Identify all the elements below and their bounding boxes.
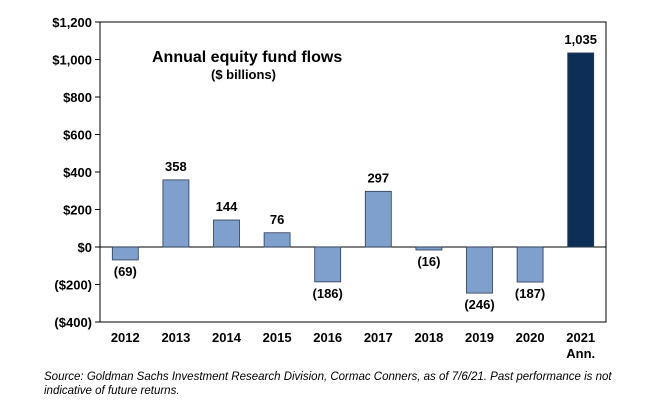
y-tick-label: $800 [63,90,92,105]
x-tick-label: 2018 [414,330,443,345]
x-tick-label: 2012 [111,330,140,345]
x-tick-label: 2015 [263,330,292,345]
data-label-2013: 358 [165,159,187,174]
y-tick-label: $1,200 [52,15,92,30]
data-label-2016: (186) [313,286,343,301]
data-label-2017: 297 [367,170,389,185]
y-tick-label: $400 [63,165,92,180]
bar-2018 [415,246,443,251]
bar-2020 [516,246,544,283]
bar-2016 [314,246,342,283]
bar-2012 [111,246,139,261]
bar-2013 [162,179,190,248]
data-label-2020: (187) [515,286,545,301]
bar-2019 [466,246,493,294]
bar-2017 [364,190,392,248]
x-tick-label: 2016 [313,330,342,345]
source-note: Source: Goldman Sachs Investment Researc… [44,371,612,397]
y-tick-label: ($400) [54,315,92,330]
x-tick-label: 2013 [161,330,190,345]
data-label-2014: 144 [216,199,238,214]
y-axis-ticks: $1,200 $1,000 $800 $600 $400 $200 $0 ($200) ($40… [52,15,100,330]
bar-2021 [567,52,595,248]
y-tick-label: $200 [63,203,92,218]
y-tick-label: $600 [63,128,92,143]
chart-subtitle: ($ billions) [211,67,276,82]
x-axis-ticks: 2012 2013 2014 2015 2016 2017 2018 2019 2020 2021… [111,330,595,361]
x-tick-sublabel: Ann. [566,346,595,361]
x-tick-label: 2021 [566,330,595,345]
y-tick-label: ($200) [54,278,92,293]
data-label-2012: (69) [114,264,137,279]
y-tick-label: $1,000 [52,53,92,68]
x-tick-label: 2020 [516,330,545,345]
bars-group [111,52,595,294]
data-label-2015: 76 [270,212,284,227]
bar-2015 [263,232,291,248]
data-label-2018: (16) [417,254,440,269]
data-label-2019: (246) [464,297,494,312]
chart-title: Annual equity fund flows [152,49,342,66]
bar-2014 [213,219,240,248]
y-tick-label: $0 [78,240,92,255]
data-labels-group: (69) 358 144 76 (186) 297 (16) (246) (187) 1,035 [114,32,597,312]
x-tick-label: 2014 [212,330,242,345]
data-label-2021: 1,035 [564,32,597,47]
x-tick-label: 2017 [364,330,393,345]
x-tick-label: 2019 [465,330,494,345]
